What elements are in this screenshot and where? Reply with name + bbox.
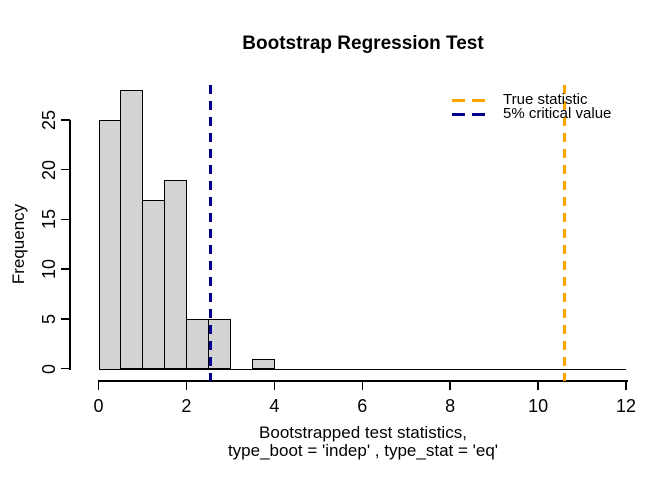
legend-label-true-statistic: True statistic bbox=[503, 91, 588, 108]
y-axis-line bbox=[69, 120, 71, 370]
legend-entry-true-statistic: True statistic bbox=[452, 91, 611, 108]
y-tick bbox=[61, 119, 70, 121]
x-tick bbox=[625, 380, 627, 390]
y-tick-label: 0 bbox=[39, 363, 59, 374]
dashed-line-sample-navy-icon bbox=[452, 112, 486, 116]
histogram-bar bbox=[252, 358, 276, 370]
x-tick-label: 8 bbox=[445, 396, 456, 416]
x-axis-line bbox=[98, 380, 628, 382]
y-tick bbox=[61, 168, 70, 171]
y-tick-label: 20 bbox=[39, 159, 59, 180]
vline-critical-value bbox=[209, 85, 213, 381]
x-axis-title: Bootstrapped test statistics, type_boot … bbox=[99, 424, 627, 460]
x-tick bbox=[361, 380, 363, 390]
y-tick-label: 10 bbox=[39, 259, 59, 280]
x-tick-label: 4 bbox=[269, 396, 280, 416]
x-tick-label: 0 bbox=[93, 396, 104, 416]
histogram-bar bbox=[164, 179, 188, 370]
x-tick bbox=[185, 380, 188, 390]
legend-entry-critical-value: 5% critical value bbox=[452, 105, 612, 122]
y-tick-label: 5 bbox=[39, 313, 59, 324]
y-axis-title: Frequency bbox=[9, 203, 28, 285]
x-tick bbox=[97, 380, 100, 390]
histogram-bar bbox=[120, 90, 144, 370]
y-tick bbox=[61, 218, 70, 221]
histogram-bar bbox=[208, 318, 232, 370]
vline-true-statistic bbox=[562, 85, 566, 381]
y-tick bbox=[61, 268, 70, 270]
y-tick-label: 25 bbox=[39, 109, 59, 131]
x-tick-label: 2 bbox=[181, 396, 192, 416]
chart-title: Bootstrap Regression Test bbox=[242, 33, 484, 54]
y-tick bbox=[61, 367, 70, 370]
x-tick-label: 6 bbox=[357, 396, 368, 416]
legend: True statistic 5% critical value bbox=[452, 91, 612, 122]
histogram-bar bbox=[98, 120, 122, 370]
x-tick bbox=[273, 380, 276, 390]
x-axis-title-line2: type_boot = 'indep' , type_stat = 'eq' bbox=[227, 441, 499, 460]
histogram-bar bbox=[186, 318, 210, 370]
y-tick bbox=[61, 318, 70, 320]
x-tick bbox=[537, 380, 539, 390]
x-tick-label: 10 bbox=[528, 396, 549, 416]
zero-baseline bbox=[98, 368, 626, 370]
histogram-bar bbox=[142, 199, 166, 370]
legend-label-critical-value: 5% critical value bbox=[503, 105, 612, 122]
x-axis-title-line1: Bootstrapped test statistics, bbox=[259, 423, 467, 442]
x-tick-label: 12 bbox=[615, 396, 637, 416]
dashed-line-sample-orange-icon bbox=[452, 98, 486, 102]
x-tick bbox=[449, 380, 451, 390]
y-tick-label: 15 bbox=[39, 209, 59, 230]
